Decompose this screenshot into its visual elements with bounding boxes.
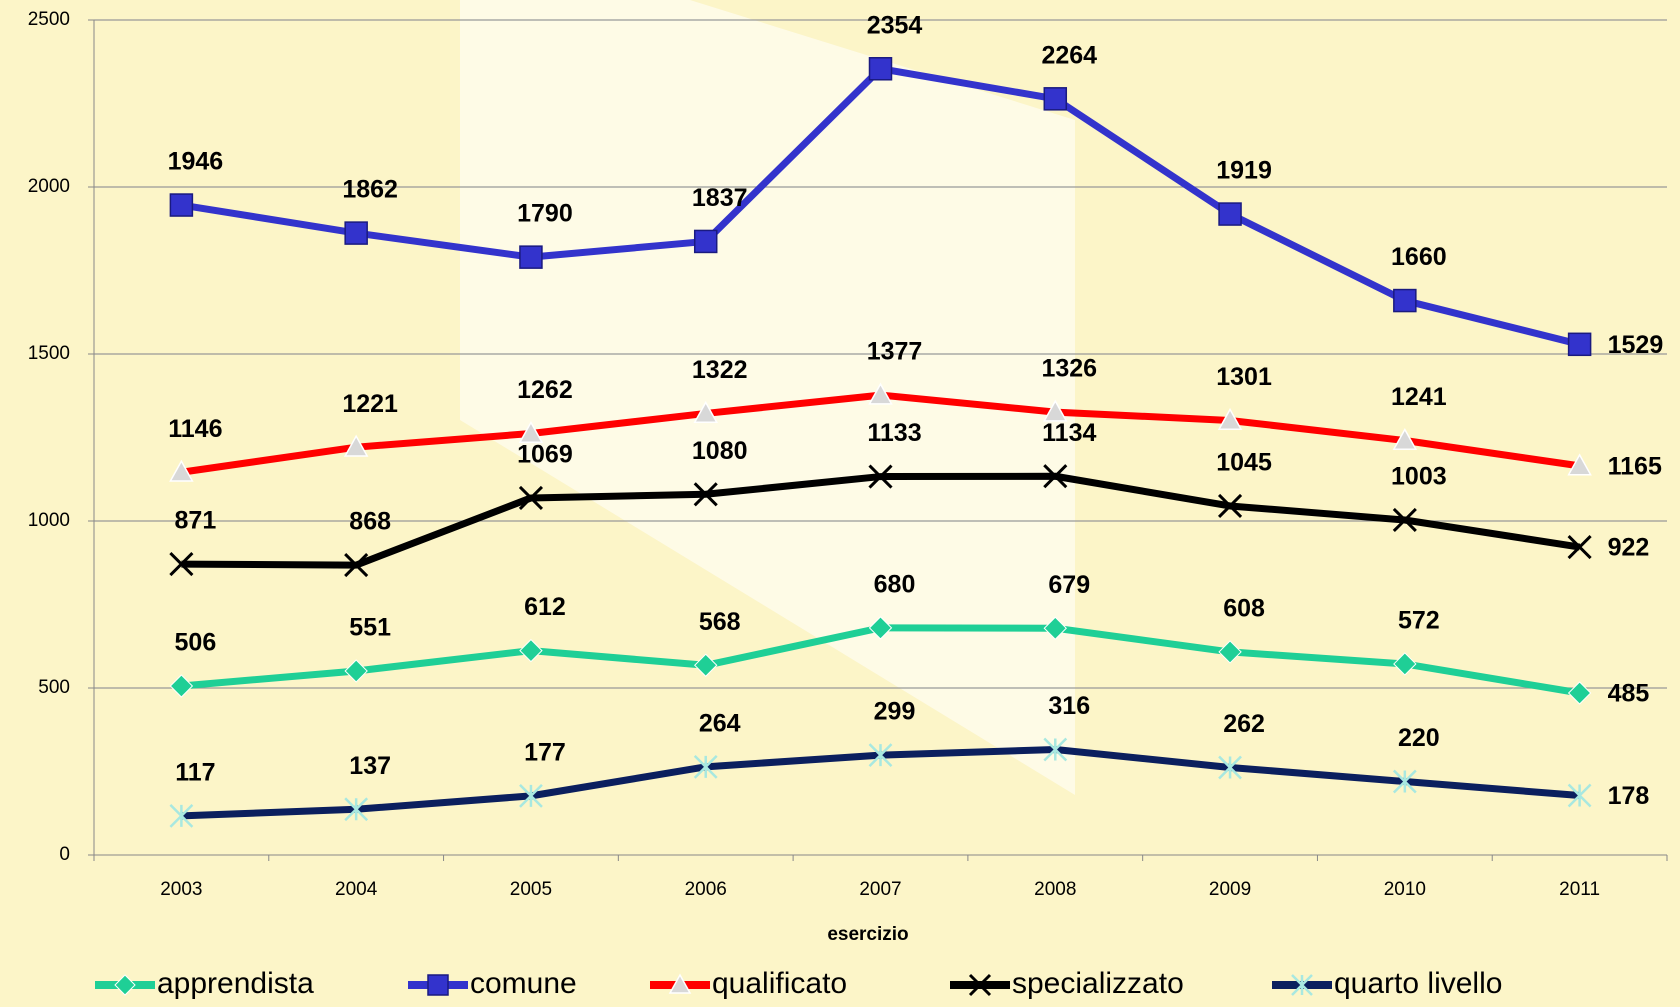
data-label: 1080 xyxy=(692,437,748,465)
point-marker xyxy=(1394,290,1416,312)
point-marker xyxy=(695,230,717,252)
data-label: 680 xyxy=(874,570,916,598)
data-label: 1146 xyxy=(168,415,222,443)
data-label: 316 xyxy=(1048,692,1090,720)
data-label: 1326 xyxy=(1041,355,1097,383)
x-tick-label: 2008 xyxy=(1034,879,1076,900)
data-label: 178 xyxy=(1608,782,1650,810)
data-label: 1165 xyxy=(1608,452,1662,480)
point-marker xyxy=(1219,203,1241,225)
data-label: 612 xyxy=(524,593,566,621)
page: {"chart_data": {"type": "line", "x_label… xyxy=(0,0,1680,1007)
data-label: 137 xyxy=(349,752,391,780)
x-tick-label: 2003 xyxy=(160,879,202,900)
data-label: 572 xyxy=(1398,607,1440,635)
data-label: 1133 xyxy=(867,419,921,447)
data-label: 1322 xyxy=(692,356,748,384)
data-label: 2354 xyxy=(867,11,923,39)
legend-label: apprendista xyxy=(157,967,314,1000)
x-tick-label: 2011 xyxy=(1559,879,1600,900)
point-marker xyxy=(695,654,717,676)
point-marker xyxy=(345,222,367,244)
data-label: 262 xyxy=(1223,710,1265,738)
x-tick-label: 2007 xyxy=(859,879,901,900)
point-marker xyxy=(170,675,192,697)
point-marker xyxy=(520,246,542,268)
point-marker xyxy=(1569,333,1591,355)
data-label: 2264 xyxy=(1041,41,1097,69)
legend-label: specializzato xyxy=(1012,967,1184,1000)
data-label: 506 xyxy=(175,629,217,657)
x-tick-label: 2006 xyxy=(685,879,727,900)
legend-label: comune xyxy=(470,967,577,1000)
y-tick-label: 1500 xyxy=(28,343,70,364)
data-label: 220 xyxy=(1398,724,1440,752)
point-marker xyxy=(345,660,367,682)
data-label: 1262 xyxy=(517,376,573,404)
point-marker xyxy=(1569,682,1591,704)
legend-marker xyxy=(115,975,135,995)
x-tick-label: 2010 xyxy=(1384,879,1426,900)
data-label: 1221 xyxy=(342,390,398,418)
data-label: 485 xyxy=(1608,680,1650,708)
data-label: 1241 xyxy=(1391,383,1447,411)
data-label: 679 xyxy=(1048,571,1090,599)
legend-label: qualificato xyxy=(712,967,847,1000)
data-label: 264 xyxy=(699,709,741,737)
y-tick-label: 2500 xyxy=(28,9,70,30)
y-tick-label: 500 xyxy=(38,677,70,698)
data-label: 1862 xyxy=(342,176,398,204)
data-label: 551 xyxy=(349,614,391,642)
point-marker xyxy=(170,194,192,216)
x-tick-label: 2005 xyxy=(510,879,552,900)
data-label: 1919 xyxy=(1216,157,1272,185)
data-label: 1301 xyxy=(1216,363,1272,391)
data-label: 177 xyxy=(524,738,566,766)
data-label: 1790 xyxy=(517,200,573,228)
legend-marker xyxy=(428,975,448,995)
y-tick-label: 2000 xyxy=(28,176,70,197)
x-tick-label: 2004 xyxy=(335,879,378,900)
data-label: 1377 xyxy=(867,338,923,366)
data-label: 1134 xyxy=(1042,419,1096,447)
data-label: 117 xyxy=(175,759,215,787)
y-tick-label: 0 xyxy=(59,844,70,865)
point-marker xyxy=(1044,88,1066,110)
legend-label: quarto livello xyxy=(1334,967,1502,1000)
point-marker xyxy=(870,58,892,80)
data-label: 1660 xyxy=(1391,243,1447,271)
data-label: 568 xyxy=(699,608,741,636)
x-tick-label: 2009 xyxy=(1209,879,1251,900)
point-marker xyxy=(1394,653,1416,675)
data-label: 299 xyxy=(874,698,916,726)
data-label: 868 xyxy=(349,508,391,536)
data-label: 1946 xyxy=(168,148,224,176)
data-label: 1003 xyxy=(1391,463,1447,491)
point-marker xyxy=(1219,641,1241,663)
y-tick-label: 1000 xyxy=(28,510,70,531)
chart: esercizio 0 500 1000 1500 2000 2500 2003 2004 20… xyxy=(0,0,1680,1007)
data-label: 1837 xyxy=(692,184,748,212)
x-axis-title: esercizio xyxy=(827,924,908,945)
data-label: 1529 xyxy=(1608,331,1664,359)
data-label: 1045 xyxy=(1216,449,1272,477)
point-marker xyxy=(520,640,542,662)
data-label: 1069 xyxy=(517,441,573,469)
data-label: 922 xyxy=(1608,534,1650,562)
data-label: 608 xyxy=(1223,595,1265,623)
data-label: 871 xyxy=(175,507,217,535)
